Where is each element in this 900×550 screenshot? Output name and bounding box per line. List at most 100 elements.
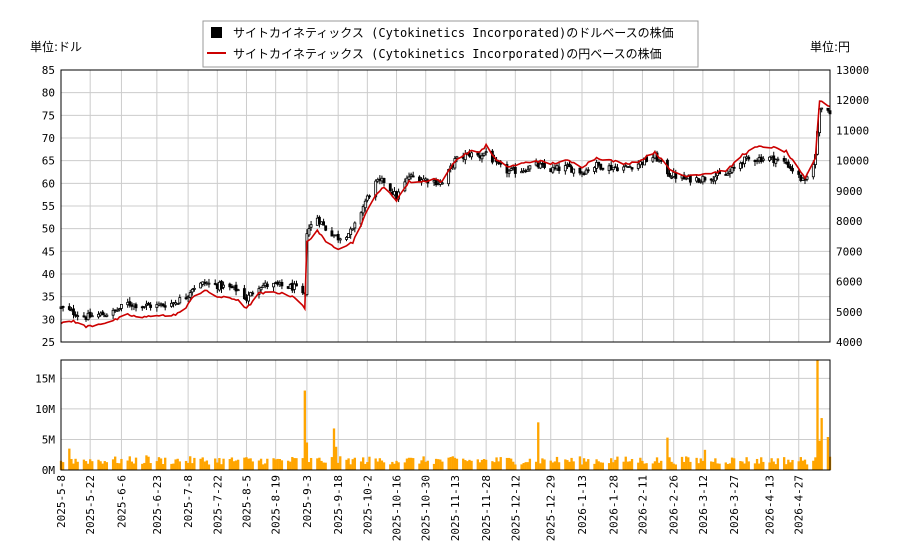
candle-body <box>811 163 815 178</box>
candle-body <box>97 313 100 318</box>
volume-bar <box>291 457 294 470</box>
candle-body <box>265 283 269 288</box>
volume-bar <box>595 459 598 470</box>
x-tick-label: 2026-1-28 <box>607 475 620 535</box>
volume-bar <box>551 462 554 470</box>
volume-bar <box>593 463 596 470</box>
volume-bar <box>320 460 323 470</box>
candle-body <box>776 158 780 161</box>
volume-bar <box>757 463 761 470</box>
volume-bar <box>772 461 775 470</box>
candle-body <box>105 314 109 317</box>
usd-tick-label: 25 <box>42 336 55 349</box>
volume-bar <box>564 459 567 470</box>
candle-body <box>242 288 246 300</box>
candle-body <box>797 170 801 175</box>
volume-bar <box>359 461 363 470</box>
volume-bar <box>324 462 327 470</box>
volume-bar <box>434 458 438 470</box>
volume-bar <box>587 459 590 470</box>
jpy-tick-label: 5000 <box>836 306 863 319</box>
volume-bar <box>155 461 159 470</box>
candle-body <box>292 283 296 290</box>
x-tick-label: 2026-4-27 <box>793 475 806 535</box>
volume-bar <box>484 459 488 470</box>
volume-bar <box>132 463 136 470</box>
volume-bar <box>389 464 392 470</box>
x-tick-label: 2026-3-27 <box>728 475 741 535</box>
volume-bar <box>201 457 204 470</box>
volume-bar <box>222 458 225 470</box>
x-tick-label: 2025-9-3 <box>301 475 314 528</box>
volume-bar <box>230 457 234 470</box>
volume-bar <box>147 456 150 470</box>
volume-bar <box>666 437 669 470</box>
candle-body <box>115 309 119 312</box>
x-tick-label: 2025-11-13 <box>449 475 462 541</box>
candle-body <box>455 156 459 159</box>
volume-bar <box>437 459 440 470</box>
candle-body <box>76 315 80 318</box>
volume-bar <box>234 460 238 470</box>
candle-body <box>755 160 759 163</box>
candle-body <box>257 288 261 295</box>
candle-body <box>557 166 561 172</box>
candle-body <box>222 284 225 288</box>
volume-bar <box>622 461 625 470</box>
candle-body <box>61 306 65 308</box>
candle-body <box>67 306 71 310</box>
volume-bar <box>118 463 121 470</box>
volume-bar <box>453 457 457 470</box>
volume-bar <box>257 460 261 470</box>
candle-body <box>345 236 348 240</box>
jpy-tick-label: 12000 <box>836 94 869 107</box>
volume-bar <box>776 458 780 470</box>
volume-bar <box>610 458 613 470</box>
candle-body <box>651 157 655 162</box>
candle-body <box>499 162 503 165</box>
candle-body <box>636 163 640 169</box>
candle-body <box>791 167 794 172</box>
jpy-tick-label: 8000 <box>836 215 863 228</box>
candle-body <box>236 289 240 292</box>
volume-bar <box>814 457 817 470</box>
volume-tick-label: 0M <box>42 464 56 477</box>
volume-bar <box>130 461 134 470</box>
volume-bar <box>637 462 640 470</box>
candle-body <box>772 155 776 164</box>
volume-bar <box>541 458 544 470</box>
candle-body <box>622 166 626 171</box>
volume-bar <box>157 457 161 470</box>
jpy-price-line <box>60 100 831 329</box>
candle-body <box>213 283 217 285</box>
volume-bar <box>82 459 86 470</box>
candle-body <box>507 170 511 174</box>
candle-body <box>826 107 830 111</box>
volume-bar <box>216 462 219 470</box>
volume-bar <box>191 463 194 470</box>
volume-bar <box>232 461 236 470</box>
volume-bar <box>493 462 496 470</box>
candle-body <box>551 166 555 173</box>
volume-bar <box>301 458 304 470</box>
volume-bar <box>409 457 413 470</box>
usd-tick-label: 30 <box>42 313 55 326</box>
candle-body <box>338 238 342 241</box>
volume-bar <box>249 458 252 470</box>
volume-bar <box>218 458 221 470</box>
volume-bar <box>395 460 398 470</box>
volume-bar <box>266 458 269 470</box>
volume-bar <box>91 461 94 470</box>
volume-bar <box>614 459 617 470</box>
candle-body <box>349 228 353 235</box>
volume-bar <box>732 458 736 470</box>
volume-bar <box>672 463 675 470</box>
volume-bar <box>376 461 379 470</box>
volume-bar <box>366 462 369 470</box>
volume-bar <box>774 464 777 470</box>
volume-bar <box>714 458 717 470</box>
volume-bar <box>397 462 400 470</box>
volume-bar <box>799 457 802 470</box>
volume-bar <box>566 460 569 470</box>
